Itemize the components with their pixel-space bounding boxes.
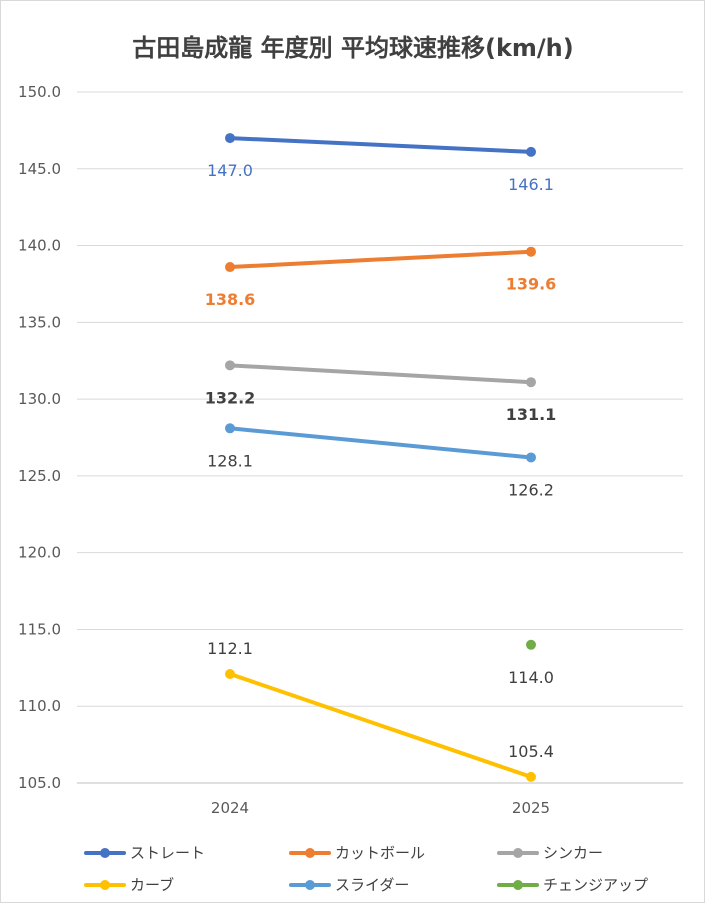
data-point	[526, 246, 536, 257]
legend-label: ストレート	[130, 844, 205, 862]
data-point	[225, 360, 235, 371]
series-line	[228, 249, 533, 270]
legend-swatch-marker	[100, 848, 110, 858]
series-line	[228, 671, 533, 779]
data-point	[225, 133, 235, 144]
legend-item: カットボール	[289, 844, 425, 862]
data-label: 139.6	[506, 275, 557, 294]
data-label: 128.1	[207, 451, 253, 470]
y-tick-label: 110.0	[18, 697, 61, 715]
legend-item: チェンジアップ	[497, 876, 648, 894]
legend-item: スライダー	[289, 876, 409, 894]
legend-swatch-marker	[305, 848, 315, 858]
y-tick-label: 150.0	[18, 83, 61, 101]
legend-swatch-marker	[513, 848, 523, 858]
legend-label: スライダー	[335, 876, 409, 894]
legend-swatch-marker	[100, 880, 110, 890]
data-label: 105.4	[508, 742, 554, 761]
data-label: 146.1	[508, 175, 554, 194]
data-point	[526, 639, 536, 650]
legend-label: カーブ	[130, 876, 174, 894]
series-line	[228, 426, 533, 460]
legend-item: シンカー	[497, 844, 603, 862]
data-point	[526, 452, 536, 463]
data-point	[225, 262, 235, 273]
data-point	[526, 377, 536, 388]
y-tick-label: 105.0	[18, 774, 61, 792]
y-tick-label: 115.0	[18, 620, 61, 638]
x-tick-label: 2024	[211, 799, 249, 817]
y-tick-label: 120.0	[18, 544, 61, 562]
series-group: 147.0 146.1 138.6 139.6 132.2 131.1 112.1 105.4…	[205, 133, 557, 782]
series: 128.1 126.2	[207, 423, 554, 499]
data-label: 112.1	[207, 639, 253, 658]
y-tick-label: 145.0	[18, 160, 61, 178]
legend-swatch-marker	[305, 880, 315, 890]
gridlines	[77, 91, 683, 784]
series: 112.1 105.4	[207, 639, 554, 782]
data-label: 132.2	[205, 388, 256, 407]
series: 132.2 131.1	[205, 360, 557, 424]
legend-label: シンカー	[543, 844, 603, 862]
y-tick-label: 130.0	[18, 390, 61, 408]
chart-title: 古田島成龍 年度別 平均球速推移(km/h)	[132, 34, 573, 62]
data-label: 138.6	[205, 290, 256, 309]
y-tick-label: 140.0	[18, 237, 61, 255]
series: 114.0	[508, 639, 554, 687]
legend-item: カーブ	[84, 876, 174, 894]
data-point	[225, 668, 235, 679]
legend-label: カットボール	[335, 844, 425, 862]
x-tick-label: 2025	[512, 799, 550, 817]
series: 138.6 139.6	[205, 246, 557, 309]
x-axis: 2024 2025	[211, 799, 550, 817]
y-tick-label: 125.0	[18, 467, 61, 485]
data-label: 114.0	[508, 668, 554, 687]
data-point	[526, 771, 536, 782]
series-line	[228, 136, 533, 154]
data-point	[526, 146, 536, 157]
y-tick-label: 135.0	[18, 313, 61, 331]
data-label: 131.1	[506, 405, 557, 424]
series: 147.0 146.1	[207, 133, 554, 194]
data-point	[225, 423, 235, 434]
data-label: 126.2	[508, 480, 554, 499]
legend-label: チェンジアップ	[543, 876, 648, 894]
data-label: 147.0	[207, 161, 253, 180]
y-axis: 105.0 110.0 115.0 120.0 125.0 130.0 135.0 140.0…	[18, 83, 61, 792]
legend-item: ストレート	[84, 844, 205, 862]
series-line	[228, 363, 533, 385]
legend-swatch-marker	[513, 880, 523, 890]
